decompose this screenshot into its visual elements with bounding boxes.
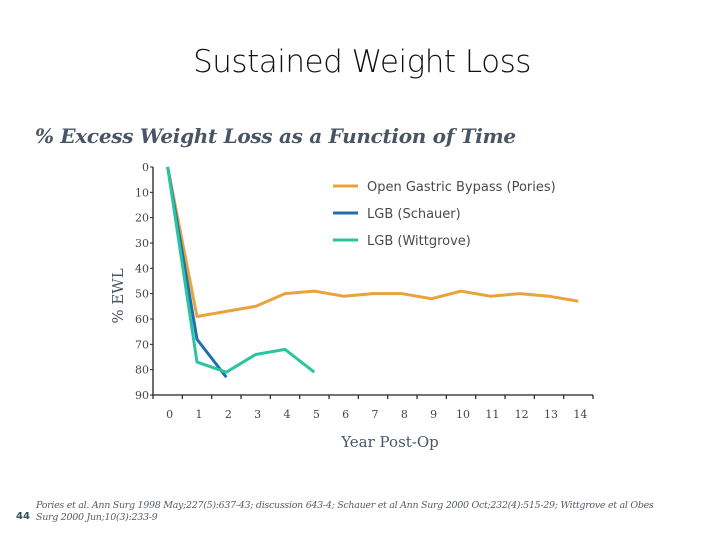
y-tick-label: 60 — [135, 313, 149, 326]
x-tick-label: 8 — [401, 408, 408, 421]
chart-subtitle: % Excess Weight Loss as a Function of Ti… — [35, 124, 516, 148]
y-tick-label: 40 — [135, 262, 149, 275]
y-tick-label: 30 — [135, 237, 149, 250]
series-line-1 — [166, 166, 228, 379]
y-tick-label: 10 — [135, 186, 149, 199]
legend-label: LGB (Wittgrove) — [367, 234, 471, 249]
x-tick-label: 7 — [372, 408, 379, 421]
y-tick-label: 50 — [135, 288, 149, 301]
legend-label: Open Gastric Bypass (Pories) — [367, 180, 556, 195]
x-tick-label: 1 — [196, 408, 203, 421]
citation-footer: Pories et al. Ann Surg 1998 May;227(5):6… — [36, 500, 654, 523]
x-tick-label: 4 — [284, 408, 291, 421]
x-tick-label: 3 — [254, 408, 261, 421]
y-tick-label: 80 — [135, 364, 149, 377]
x-tick-label: 6 — [342, 408, 349, 421]
x-tick-label: 11 — [485, 408, 499, 421]
x-tick-label: 14 — [573, 408, 587, 421]
y-tick-label: 20 — [135, 212, 149, 225]
y-tick-label: 0 — [142, 161, 149, 174]
x-tick-label: 0 — [166, 408, 173, 421]
x-tick-label: 9 — [430, 408, 437, 421]
x-tick-label: 2 — [225, 408, 232, 421]
x-tick-label: 5 — [313, 408, 320, 421]
y-tick-label: 70 — [135, 338, 149, 351]
legend-label: LGB (Schauer) — [367, 207, 461, 222]
slide-title: Sustained Weight Loss — [193, 44, 531, 80]
x-tick-label: 12 — [515, 408, 529, 421]
y-axis-title: % EWL — [109, 268, 127, 323]
x-axis-title: Year Post-Op — [340, 433, 439, 451]
series-line-2 — [166, 166, 316, 374]
x-tick-label: 10 — [456, 408, 470, 421]
slide-number: 44 — [16, 511, 30, 522]
y-tick-label: 90 — [135, 389, 149, 402]
x-tick-label: 13 — [544, 408, 558, 421]
